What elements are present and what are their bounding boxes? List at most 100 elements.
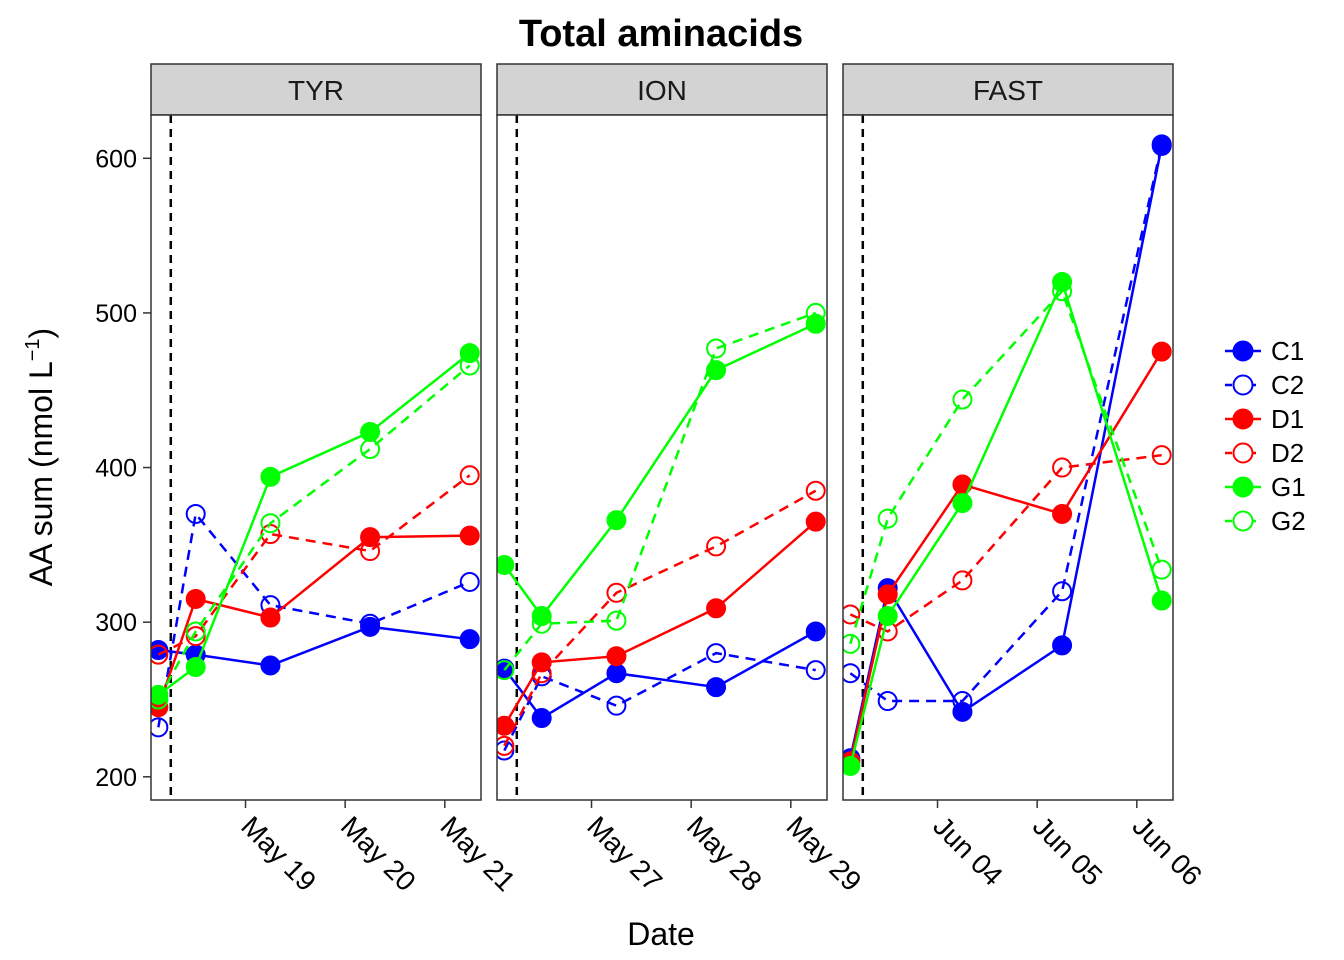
data-point [877,605,898,626]
data-point [1052,635,1073,656]
y-axis-title: AA sum (nmol L−1) [22,328,59,586]
data-point [497,660,515,681]
legend: C1 C2 D1 D2 G1 G2 [1225,336,1306,536]
series-d1 [151,525,480,718]
series-line [849,453,1162,633]
data-point [1052,457,1073,478]
data-point [151,689,169,710]
data-point [1052,503,1073,524]
series-line [849,144,1163,703]
data-point [877,584,898,605]
legend-label: G1 [1271,472,1306,502]
data-point [805,511,826,532]
data-point [805,621,826,642]
legend-label: D1 [1271,404,1304,434]
series-line [157,511,471,728]
series-g2 [497,302,826,681]
data-point [1052,581,1073,602]
data-point [606,646,627,667]
data-point [952,691,973,712]
panel-data [497,115,826,800]
data-point [1151,134,1172,155]
legend-item-c1: C1 [1225,336,1304,366]
series-c2 [843,134,1172,712]
data-point [185,621,206,642]
series-line [503,651,816,752]
series-line [849,288,1163,645]
y-tick-label: 600 [95,145,137,173]
data-point [185,503,206,524]
legend-label: D2 [1271,438,1304,468]
legend-item-d1: D1 [1225,404,1304,434]
data-point [606,663,627,684]
data-point [151,717,169,738]
y-axis-title-unit-exp: −1 [22,338,44,361]
series-g2 [151,355,480,710]
legend-label: C2 [1271,370,1304,400]
data-point [1151,341,1172,362]
data-point [185,626,206,647]
facet-strip-label: FAST [973,75,1043,106]
panel-background [843,115,1173,800]
panel-data [151,115,480,800]
data-point [185,657,206,678]
series-line [503,311,817,671]
data-point [497,740,515,761]
data-point [360,527,381,548]
y-axis-title-unit-close: ) [23,328,59,339]
data-point [805,313,826,334]
data-point [260,466,281,487]
data-point [260,607,281,628]
series-g1 [843,271,1172,776]
data-point [1151,445,1172,466]
data-point [531,613,552,634]
data-point [360,613,381,634]
data-point [706,643,727,664]
data-point [606,510,627,531]
data-point [459,629,480,650]
y-tick-label: 300 [95,609,137,637]
y-axis: 200 300 400 500 600 [95,145,151,792]
data-point [1151,590,1172,611]
x-axis-title: Date [627,916,695,952]
legend-key-marker [1232,510,1254,532]
data-point [531,652,552,673]
data-point [952,493,973,514]
legend-label: C1 [1271,336,1304,366]
data-point [459,355,480,376]
y-tick-label: 400 [95,455,137,483]
data-point [706,360,727,381]
data-point [843,663,861,684]
data-point [459,571,480,592]
panel-border [842,114,1174,801]
data-point [606,582,627,603]
data-point [360,421,381,442]
data-point [606,695,627,716]
data-point [877,508,898,529]
legend-key-marker [1232,476,1254,498]
panel-data [843,115,1172,800]
data-point [952,389,973,410]
data-point [531,663,552,684]
series-d2 [497,480,826,756]
legend-key-marker [1232,442,1254,464]
facet-strip [496,63,828,116]
data-point [1052,281,1073,302]
data-point [497,735,515,756]
data-point [1151,559,1172,580]
data-point [459,465,480,486]
data-point [360,438,381,459]
y-tick-label: 500 [95,300,137,328]
series-g2 [843,281,1172,654]
y-axis-title-main: AA sum [23,476,59,586]
y-axis-title-unit-open: ( [23,457,59,468]
data-point [706,677,727,698]
data-point [260,513,281,534]
data-point [151,644,169,665]
series-d1 [497,511,826,736]
facet-strip-label: ION [637,75,687,106]
panel-border [496,114,828,801]
